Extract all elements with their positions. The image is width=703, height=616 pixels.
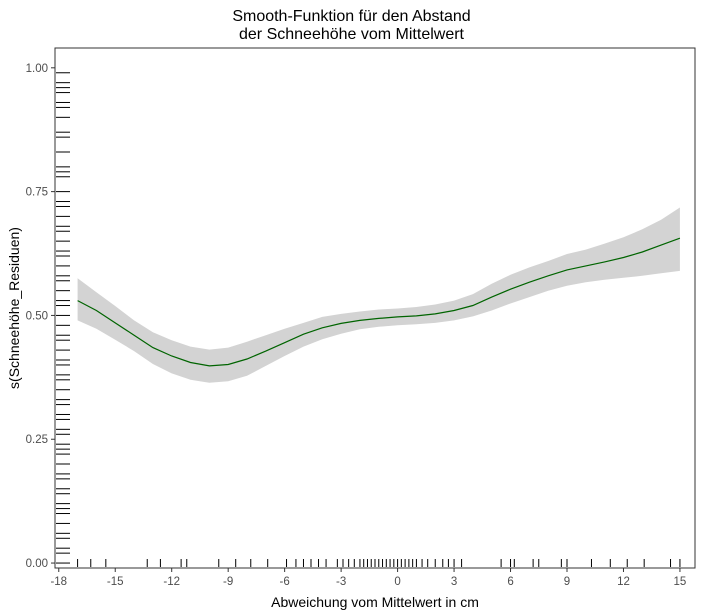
x-tick-label: -6 <box>280 576 290 588</box>
y-tick-label: 0.00 <box>26 558 48 570</box>
chart-title-line-1: Smooth-Funktion für den Abstand <box>232 8 471 25</box>
y-tick-label: 1.00 <box>26 63 48 75</box>
y-axis-title: s(Schneehöhe_Residuen) <box>6 227 22 389</box>
plot-area: -18 -15 -12 -9 -6 -3 0 3 6 9 12 15 0.00 0.25 0.50 0.75 1… <box>26 47 696 588</box>
x-tick-label: 12 <box>617 576 630 588</box>
x-tick-label: -18 <box>50 576 67 588</box>
plot-panel-border <box>54 47 696 569</box>
x-tick-label: -9 <box>223 576 233 588</box>
x-tick-label: 3 <box>451 576 457 588</box>
chart-title-line-2: der Schneehöhe vom Mittelwert <box>239 26 464 43</box>
x-tick-label: -12 <box>163 576 180 588</box>
x-axis-title: Abweichung vom Mittelwert in cm <box>271 594 479 610</box>
x-tick-label: 0 <box>394 576 400 588</box>
x-tick-label: 9 <box>564 576 570 588</box>
y-tick-label: 0.25 <box>26 434 48 446</box>
y-tick-label: 0.50 <box>26 310 48 322</box>
x-tick-label: 6 <box>507 576 513 588</box>
y-tick-label: 0.75 <box>26 187 48 199</box>
smooth-line <box>77 237 681 367</box>
x-tick-label: 15 <box>674 576 687 588</box>
x-tick-label: -3 <box>336 576 346 588</box>
x-tick-label: -15 <box>107 576 124 588</box>
confidence-band <box>77 207 680 383</box>
